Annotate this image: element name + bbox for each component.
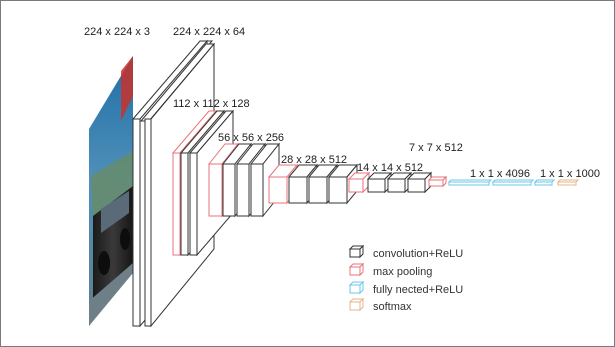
pool5-block [427,175,448,188]
legend-label-softmax: softmax [373,301,412,313]
legend-label-conv: convolution+ReLU [373,248,463,260]
legend-item-conv: convolution+ReLU [348,244,463,260]
fc-layers [447,179,556,186]
dim-label-conv5: 14 x 14 x 512 [357,162,423,174]
legend-item-pool: max pooling [348,262,432,278]
dim-label-conv2: 112 x 112 x 128 [173,98,250,110]
legend-item-softmax: softmax [348,297,412,313]
legend: convolution+ReLU max pooling fully necte… [348,244,463,313]
conv3-block [207,142,281,218]
legend-swatch-conv [348,244,365,259]
conv5-block [347,171,433,194]
dim-label-input: 224 x 224 x 3 [84,26,150,38]
dim-label-fc: 1 x 1 x 4096 [470,168,530,180]
dim-label-pool5: 7 x 7 x 512 [409,142,463,154]
dim-label-conv3: 56 x 56 x 256 [218,132,284,144]
legend-label-fc: fully nected+ReLU [373,284,463,296]
dim-label-conv1: 224 x 224 x 64 [173,26,245,38]
dim-label-softmax: 1 x 1 x 1000 [540,168,600,180]
legend-label-pool: max pooling [373,266,432,278]
legend-swatch-softmax [348,297,365,312]
legend-swatch-pool [348,262,365,277]
softmax-layer [556,179,580,186]
legend-swatch-fc [348,280,365,295]
dim-label-conv4: 28 x 28 x 512 [281,154,347,166]
conv4-block [267,163,359,205]
input-image [89,56,133,326]
legend-item-fc: fully nected+ReLU [348,280,463,296]
